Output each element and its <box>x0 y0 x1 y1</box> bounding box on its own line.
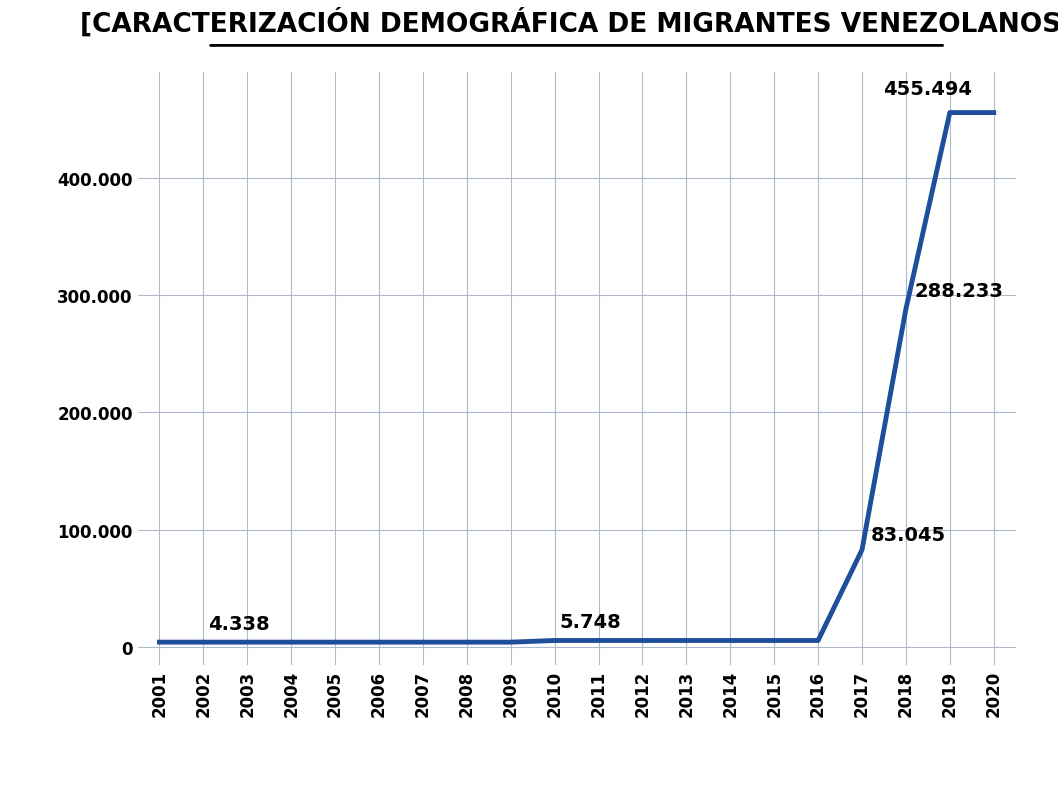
Text: 5.748: 5.748 <box>559 612 621 631</box>
Text: 4.338: 4.338 <box>207 614 270 633</box>
Text: 455.494: 455.494 <box>883 80 972 100</box>
Text: 288.233: 288.233 <box>915 281 1004 300</box>
Text: [CARACTERIZACIÓN DEMOGRÁFICA DE MIGRANTES VENEZOLANOS]: [CARACTERIZACIÓN DEMOGRÁFICA DE MIGRANTE… <box>80 8 1058 37</box>
Text: 83.045: 83.045 <box>871 526 946 544</box>
